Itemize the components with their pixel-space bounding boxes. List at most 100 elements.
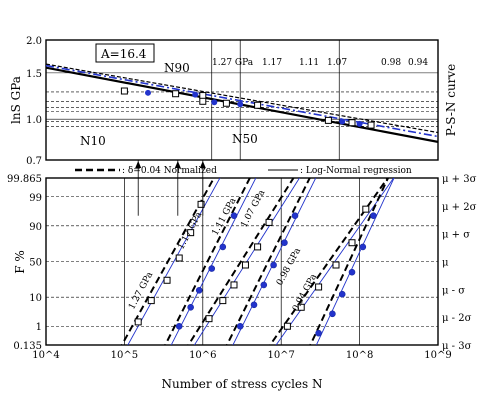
top-data-marker	[199, 92, 207, 100]
bottom-data-marker	[187, 303, 194, 311]
top-data-marker	[145, 89, 152, 96]
bottom-data-marker	[134, 318, 142, 326]
bottom-data-marker	[219, 243, 227, 251]
x-tick-label-5: 10^8	[346, 350, 373, 361]
bottom-stress-annotation-6: 0.94 GPa	[291, 272, 319, 314]
bottom-data-marker	[315, 329, 322, 337]
top-y-tick-label: 2.0	[26, 36, 42, 47]
bottom-right-tick-label: μ - σ	[442, 285, 465, 296]
top-data-marker	[172, 90, 180, 98]
bottom-data-marker	[219, 297, 227, 305]
top-data-marker	[324, 116, 332, 124]
bottom-data-marker	[254, 243, 262, 251]
bottom-y-tick-label: 99.865	[7, 174, 42, 185]
bottom-data-marker	[265, 218, 273, 226]
bottom-data-marker	[370, 212, 377, 220]
bottom-data-marker	[175, 254, 183, 262]
bottom-stress-annotation-2: 1.17 GPa	[176, 210, 204, 252]
bottom-right-tick-label: μ - 2σ	[442, 313, 472, 324]
bottom-right-tick-label: μ	[442, 258, 449, 269]
bottom-y-tick-label: 90	[29, 222, 42, 233]
x-tick-label-3: 10^6	[189, 350, 216, 361]
bottom-data-marker	[230, 281, 238, 289]
bottom-data-marker	[241, 261, 249, 269]
bottom-y-tick-label: 10	[29, 293, 42, 304]
bottom-data-marker	[270, 261, 277, 269]
top-data-marker	[222, 99, 230, 107]
psn-line-n50	[46, 64, 438, 138]
bottom-data-marker	[348, 239, 356, 247]
a-value-label: A=16.4	[100, 47, 147, 61]
bottom-right-tick-label: μ + 3σ	[442, 174, 477, 185]
bottom-data-marker	[297, 303, 305, 311]
bottom-y-tick-label: 0.135	[13, 341, 42, 352]
stress-label-6: 0.94	[408, 58, 428, 68]
top-y-tick-label: 1.0	[26, 115, 42, 126]
top-data-marker	[237, 101, 244, 108]
bottom-data-marker	[291, 212, 299, 220]
normalized-line-3	[187, 178, 295, 345]
x-tick-label-2: 10^5	[111, 350, 138, 361]
top-y-tick-label: 0.7	[26, 156, 42, 167]
bottom-data-marker	[195, 287, 203, 294]
bottom-data-marker	[187, 229, 195, 237]
bottom-data-marker	[175, 322, 183, 330]
legend-dashed-label: : δ=0.04 Normalized	[122, 166, 217, 176]
n50-label: N50	[232, 132, 258, 146]
normalized-line-2	[164, 178, 251, 345]
connector-arrowhead-1	[135, 161, 142, 168]
x-tick-label-1: 10^4	[32, 350, 59, 361]
bottom-data-marker	[283, 322, 291, 330]
top-data-marker	[367, 121, 375, 129]
top-data-marker	[199, 97, 207, 105]
normalized-line-4	[225, 178, 311, 345]
bottom-right-tick-label: μ + σ	[442, 230, 470, 241]
bottom-data-marker	[332, 261, 340, 269]
bottom-right-tick-label: μ + 2σ	[442, 202, 477, 213]
bottom-data-marker	[281, 239, 288, 247]
bottom-data-marker	[329, 310, 336, 318]
bottom-right-tick-label: μ - 3σ	[442, 341, 472, 352]
regression-line-2	[170, 178, 257, 345]
bottom-y-tick-label: 99	[29, 193, 42, 204]
bottom-data-marker	[147, 297, 155, 305]
x-tick-label-6: 10^9	[424, 350, 451, 361]
regression-line-4	[232, 178, 317, 345]
bottom-data-marker	[250, 301, 258, 309]
bottom-data-marker	[338, 290, 346, 298]
top-data-marker	[120, 87, 128, 95]
top-series	[46, 63, 438, 143]
top-data-marker	[211, 99, 218, 106]
bottom-data-marker	[315, 283, 323, 291]
bottom-data-marker	[163, 276, 171, 284]
bottom-y-axis-label: F %	[13, 250, 27, 274]
top-y-axis-label: lnS GPa	[9, 76, 23, 124]
connector-lines	[135, 160, 206, 216]
bottom-data-marker	[359, 243, 367, 251]
top-y-tick-label: 1.5	[26, 69, 42, 80]
stress-label-1: 1.27 GPa	[212, 58, 254, 68]
a-value-box	[95, 43, 155, 63]
psn-line-n90	[46, 63, 438, 134]
top-panel-frame	[45, 39, 439, 161]
bottom-series	[120, 178, 395, 345]
stress-label-4: 1.07	[327, 58, 347, 68]
bottom-data-marker	[208, 265, 216, 272]
top-data-marker	[348, 119, 356, 127]
stress-label-3: 1.11	[299, 58, 319, 68]
bottom-stress-annotation-4: 1.07 GPa	[239, 188, 267, 230]
bottom-y-tick-label: 50	[29, 258, 42, 269]
stress-label-5: 0.98	[381, 58, 401, 68]
bottom-data-marker	[362, 205, 370, 213]
x-tick-label-4: 10^7	[267, 350, 294, 361]
bottom-data-marker	[230, 212, 238, 220]
normalized-line-5	[268, 178, 389, 345]
bottom-data-marker	[205, 315, 213, 323]
x-axis-label: Number of stress cycles N	[161, 377, 322, 391]
top-data-marker	[192, 91, 199, 98]
top-data-marker	[356, 120, 363, 127]
bottom-data-marker	[236, 322, 244, 330]
n90-label: N90	[164, 61, 190, 75]
